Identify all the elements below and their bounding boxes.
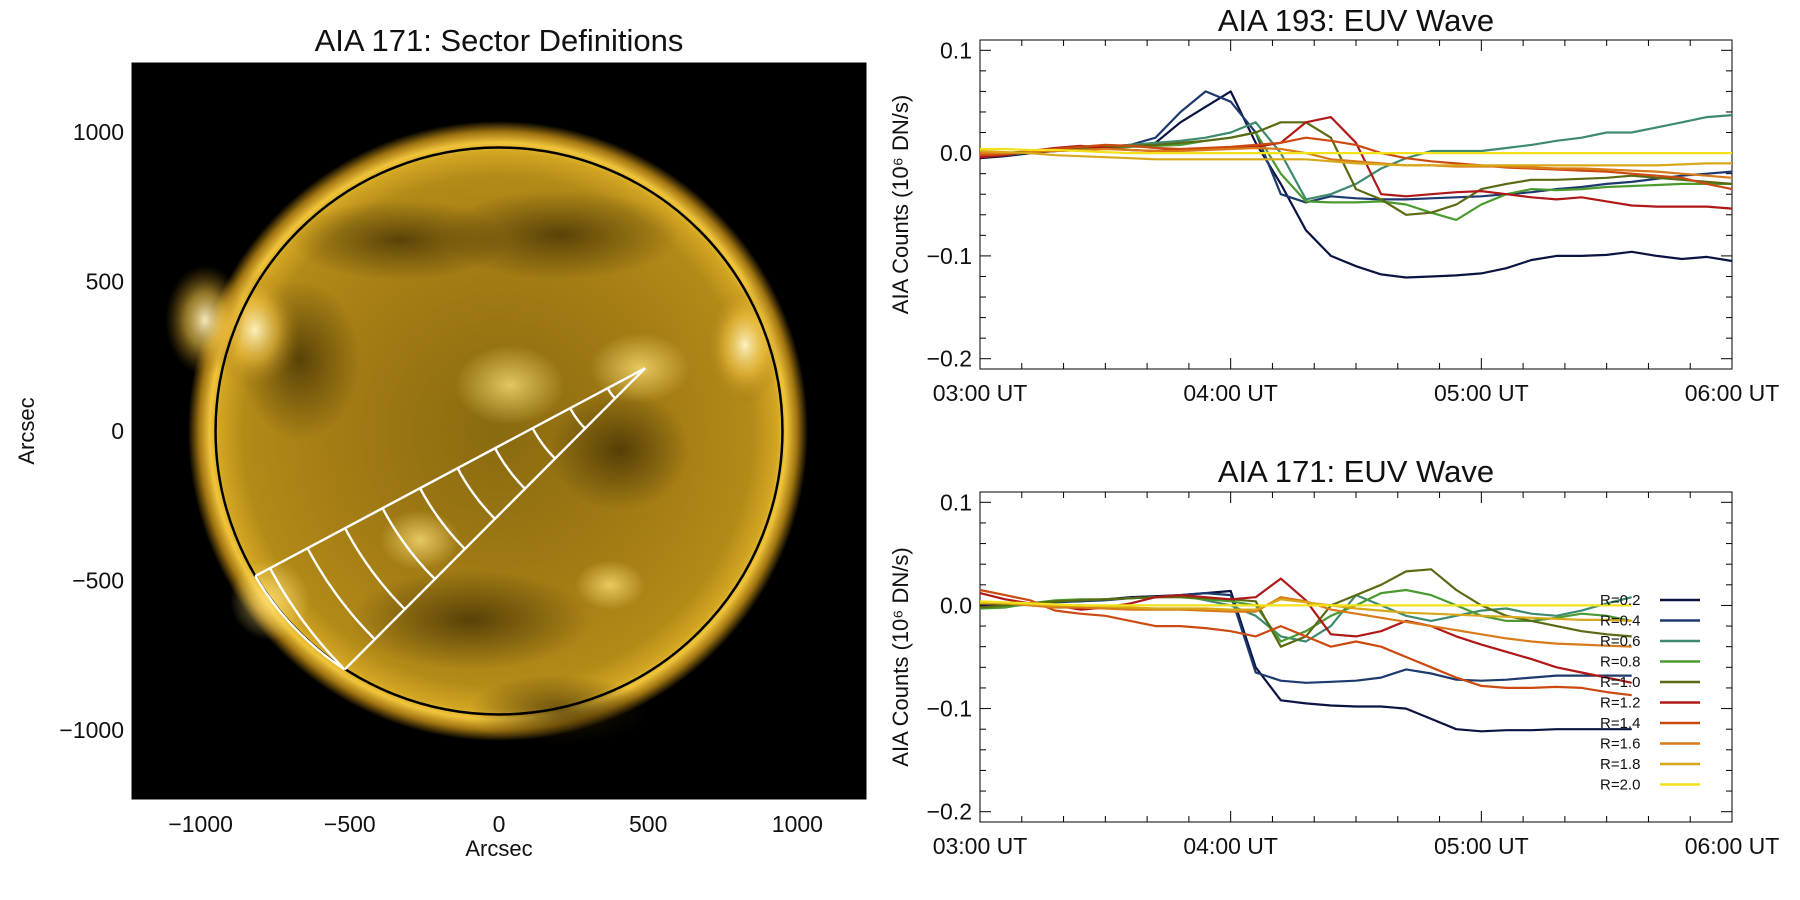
x-tick-label: 05:00 UT: [1434, 380, 1529, 406]
series-line-r-1-4: [979, 136, 1733, 191]
y-tick-label: 0.1: [940, 37, 972, 63]
image-y-tick-label: 0: [111, 418, 124, 444]
legend-label: R=1.4: [1600, 715, 1640, 732]
sector-arc: [381, 507, 436, 580]
x-tick-label: 03:00 UT: [933, 380, 1028, 406]
series-line-r-1-0: [979, 121, 1733, 216]
series-line-r-1-6: [980, 146, 1733, 179]
chart-title: AIA 193: EUV Wave: [1218, 3, 1494, 38]
image-y-tick-label: −1000: [59, 717, 124, 743]
legend-label: R=1.6: [1600, 736, 1640, 753]
sector-arc: [494, 447, 526, 490]
x-tick-label: 06:00 UT: [1685, 833, 1780, 859]
image-y-ticks: 1000 500 0 −500 −1000: [59, 119, 142, 743]
x-tick-label: 03:00 UT: [933, 833, 1028, 859]
sector-grid: [254, 367, 647, 671]
image-y-tick-label: −500: [72, 568, 124, 594]
image-y-axis-label: Arcsec: [14, 397, 39, 464]
y-tick-label: −0.2: [927, 346, 972, 372]
chart-aia-193: AIA 193: EUV Wave 03:00 UT 04:00 UT 05:00 U…: [888, 3, 1779, 406]
legend-label: R=0.4: [1600, 613, 1640, 630]
legend-label: R=0.6: [1600, 633, 1640, 650]
legend-label: R=2.0: [1600, 777, 1640, 794]
sector-arc: [569, 407, 586, 430]
legend-label: R=1.8: [1600, 756, 1640, 773]
y-tick-label: 0.0: [940, 592, 972, 618]
sector-image-panel: AIA 171: Sector Definitions: [14, 23, 867, 861]
sector-edge-line: [254, 367, 646, 578]
sector-arc: [531, 427, 556, 460]
image-x-tick-label: −500: [324, 811, 376, 837]
legend-label: R=1.0: [1600, 674, 1640, 691]
y-tick-label: 0.0: [940, 140, 972, 166]
sector-outer-boundary: [254, 575, 346, 671]
image-x-tick-label: 1000: [772, 811, 823, 837]
series-line-r-2-0: [979, 600, 1632, 607]
y-tick-label: −0.2: [927, 799, 972, 825]
y-tick-label: −0.1: [927, 696, 972, 722]
sector-arc: [606, 387, 617, 400]
series-line-r-2-0: [980, 147, 1732, 155]
image-x-axis-label: Arcsec: [465, 836, 532, 861]
x-tick-label: 06:00 UT: [1685, 380, 1780, 406]
y-axis-label: AIA Counts (10⁶ DN/s): [888, 95, 913, 314]
sector-arc: [268, 567, 346, 671]
legend-label: R=0.8: [1600, 654, 1640, 671]
series-line-r-1-8: [979, 149, 1732, 167]
x-tick-label: 05:00 UT: [1434, 833, 1529, 859]
image-x-tick-label: 0: [493, 811, 506, 837]
image-y-tick-label: 1000: [73, 119, 124, 145]
y-axis-label: AIA Counts (10⁶ DN/s): [888, 547, 913, 766]
series-line-r-0-8: [979, 588, 1632, 643]
image-x-ticks: −1000 −500 0 500 1000: [168, 789, 823, 837]
legend: R=0.2 R=0.4 R=0.6 R=0.8 R=1.0 R=1.2 R=1.4 R=1.6…: [1600, 592, 1700, 794]
sector-arc: [419, 487, 466, 550]
image-y-tick-label: 500: [86, 268, 124, 294]
solar-limb-circle: [214, 146, 784, 716]
image-x-tick-label: −1000: [168, 811, 233, 837]
x-tick-label: 04:00 UT: [1183, 380, 1278, 406]
sector-arc: [344, 527, 406, 611]
legend-label: R=1.2: [1600, 695, 1640, 712]
y-tick-label: −0.1: [927, 243, 972, 269]
series-line-r-0-2: [980, 589, 1632, 733]
image-title: AIA 171: Sector Definitions: [315, 23, 684, 58]
solar-disk-texture: [165, 190, 785, 745]
series-line-r-1-4: [979, 588, 1632, 697]
chart-aia-171: AIA 171: EUV Wave 03:00 UT 04:00 UT 05:00 U…: [888, 454, 1779, 859]
sector-arc: [456, 467, 496, 520]
legend-label: R=0.2: [1600, 592, 1640, 609]
image-x-tick-label: 500: [629, 811, 667, 837]
x-tick-label: 04:00 UT: [1183, 833, 1278, 859]
y-tick-label: 0.1: [940, 489, 972, 515]
sector-arc: [306, 547, 376, 641]
chart-title: AIA 171: EUV Wave: [1218, 454, 1494, 489]
